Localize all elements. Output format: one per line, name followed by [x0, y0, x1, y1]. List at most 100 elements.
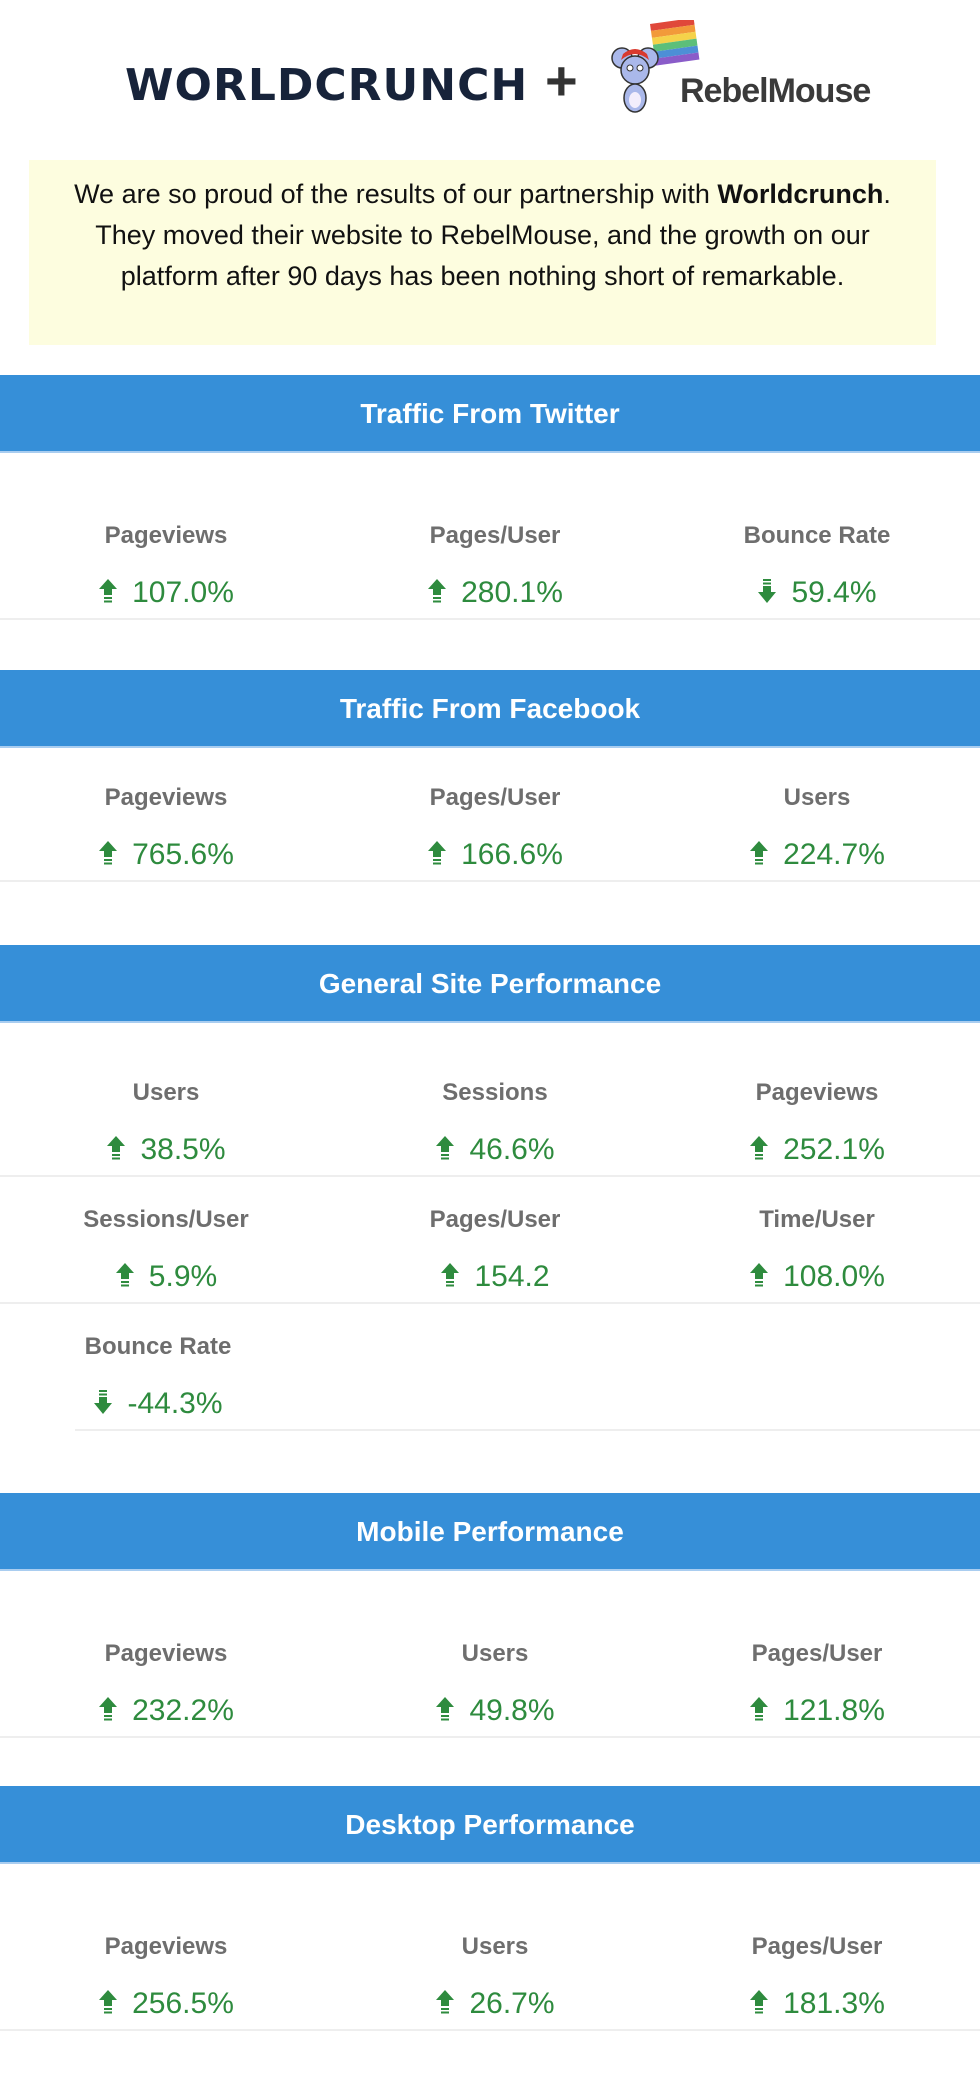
metric-label: Sessions	[442, 1079, 548, 1106]
metric-value-text: 107.0%	[132, 576, 234, 609]
arrow-up-icon	[440, 1261, 460, 1289]
section-header: Desktop Performance	[0, 1786, 980, 1864]
metric-label: Pageviews	[104, 1640, 228, 1667]
metric-label: Pages/User	[429, 522, 561, 549]
metric-pages-user: Pages/User 181.3%	[667, 1932, 967, 2022]
metric-value-text: 256.5%	[132, 1987, 234, 2020]
arrow-up-icon	[115, 1261, 135, 1289]
row-divider	[0, 2029, 980, 2031]
section-header: General Site Performance	[0, 945, 980, 1023]
arrow-up-icon	[435, 1988, 455, 2016]
metric-value-text: 224.7%	[783, 838, 885, 871]
metric-pageviews: Pageviews 256.5%	[16, 1932, 316, 2022]
metric-label: Users	[132, 1079, 200, 1106]
metric-label: Pageviews	[755, 1079, 879, 1106]
row-divider	[0, 1175, 980, 1177]
metric-pages-user: Pages/User 280.1%	[345, 521, 645, 611]
metric-value: 49.8%	[345, 1693, 645, 1729]
metric-label: Time/User	[759, 1206, 875, 1233]
metric-label: Users	[783, 784, 851, 811]
intro-text-end: . They moved their website to RebelMouse…	[95, 179, 891, 291]
metric-value-text: -44.3%	[127, 1387, 223, 1420]
worldcrunch-logo: WORLDCRUNCH	[125, 60, 528, 111]
metric-pageviews: Pageviews 232.2%	[16, 1639, 316, 1729]
metric-label: Bounce Rate	[743, 522, 891, 549]
rebelmouse-logo: RebelMouse	[610, 20, 871, 120]
metric-label: Pages/User	[751, 1933, 883, 1960]
metric-label: Pages/User	[751, 1640, 883, 1667]
metric-value-text: 49.8%	[469, 1694, 555, 1727]
metric-value-text: 5.9%	[148, 1260, 218, 1293]
metric-label: Pageviews	[104, 1933, 228, 1960]
row-divider	[75, 1429, 980, 1431]
metric-users: Users 38.5%	[16, 1078, 316, 1168]
section-header: Traffic From Twitter	[0, 375, 980, 453]
arrow-up-icon	[435, 1134, 455, 1162]
metric-pages-user: Pages/User 154.2	[345, 1205, 645, 1295]
metric-value-text: 26.7%	[469, 1987, 555, 2020]
metric-value: 154.2	[345, 1259, 645, 1295]
arrow-up-icon	[106, 1134, 126, 1162]
metric-value: 256.5%	[16, 1986, 316, 2022]
arrow-down-icon	[93, 1388, 113, 1416]
metric-value: 38.5%	[16, 1132, 316, 1168]
metric-time-user: Time/User 108.0%	[667, 1205, 967, 1295]
section-header: Traffic From Facebook	[0, 670, 980, 748]
metric-label: Pages/User	[429, 784, 561, 811]
intro-bold-brand: Worldcrunch	[717, 179, 884, 209]
metric-value: 107.0%	[16, 575, 316, 611]
metric-value: 26.7%	[345, 1986, 645, 2022]
metric-value-text: 154.2	[474, 1260, 550, 1293]
intro-text-start: We are so proud of the results of our pa…	[74, 179, 718, 209]
metric-label: Pages/User	[429, 1206, 561, 1233]
metric-value: 121.8%	[667, 1693, 967, 1729]
arrow-up-icon	[749, 1134, 769, 1162]
metric-bounce-rate: Bounce Rate 59.4%	[667, 521, 967, 611]
metric-label: Pageviews	[104, 784, 228, 811]
metric-value: 252.1%	[667, 1132, 967, 1168]
metric-value: 108.0%	[667, 1259, 967, 1295]
metric-value-text: 166.6%	[461, 838, 563, 871]
metric-label: Sessions/User	[83, 1206, 249, 1233]
row-divider	[0, 1736, 980, 1738]
metric-value-text: 59.4%	[791, 576, 877, 609]
row-divider	[0, 1302, 980, 1304]
arrow-up-icon	[435, 1695, 455, 1723]
metric-value-text: 108.0%	[783, 1260, 885, 1293]
metric-label: Pageviews	[104, 522, 228, 549]
metric-value-text: 121.8%	[783, 1694, 885, 1727]
row-divider	[0, 618, 980, 620]
metric-users: Users 26.7%	[345, 1932, 645, 2022]
metric-pageviews: Pageviews 107.0%	[16, 521, 316, 611]
arrow-up-icon	[98, 839, 118, 867]
arrow-up-icon	[98, 1988, 118, 2016]
arrow-up-icon	[749, 1695, 769, 1723]
arrow-up-icon	[749, 1988, 769, 2016]
rebelmouse-mascot-icon	[611, 20, 700, 113]
intro-callout: We are so proud of the results of our pa…	[29, 160, 936, 345]
metric-value-text: 232.2%	[132, 1694, 234, 1727]
metric-value: 280.1%	[345, 575, 645, 611]
metric-sessions-user: Sessions/User 5.9%	[16, 1205, 316, 1295]
metric-pages-user: Pages/User 121.8%	[667, 1639, 967, 1729]
metric-value: 166.6%	[345, 837, 645, 873]
metric-bounce-rate: Bounce Rate -44.3%	[8, 1332, 308, 1422]
worldcrunch-logo-text: WORLDCRUNCH	[125, 60, 529, 111]
partner-logos: WORLDCRUNCH + RebelMouse	[0, 20, 980, 130]
plus-sign: +	[545, 49, 578, 112]
arrow-up-icon	[98, 577, 118, 605]
rebelmouse-logo-text: RebelMouse	[680, 72, 871, 110]
arrow-up-icon	[427, 577, 447, 605]
metric-value: 232.2%	[16, 1693, 316, 1729]
metric-sessions: Sessions 46.6%	[345, 1078, 645, 1168]
arrow-up-icon	[749, 1261, 769, 1289]
metric-value: 224.7%	[667, 837, 967, 873]
metric-value: 765.6%	[16, 837, 316, 873]
metric-value-text: 765.6%	[132, 838, 234, 871]
metric-value: -44.3%	[8, 1386, 308, 1422]
metric-label: Users	[461, 1640, 529, 1667]
metric-users: Users 224.7%	[667, 783, 967, 873]
metric-label: Users	[461, 1933, 529, 1960]
arrow-up-icon	[427, 839, 447, 867]
metric-value-text: 280.1%	[461, 576, 563, 609]
